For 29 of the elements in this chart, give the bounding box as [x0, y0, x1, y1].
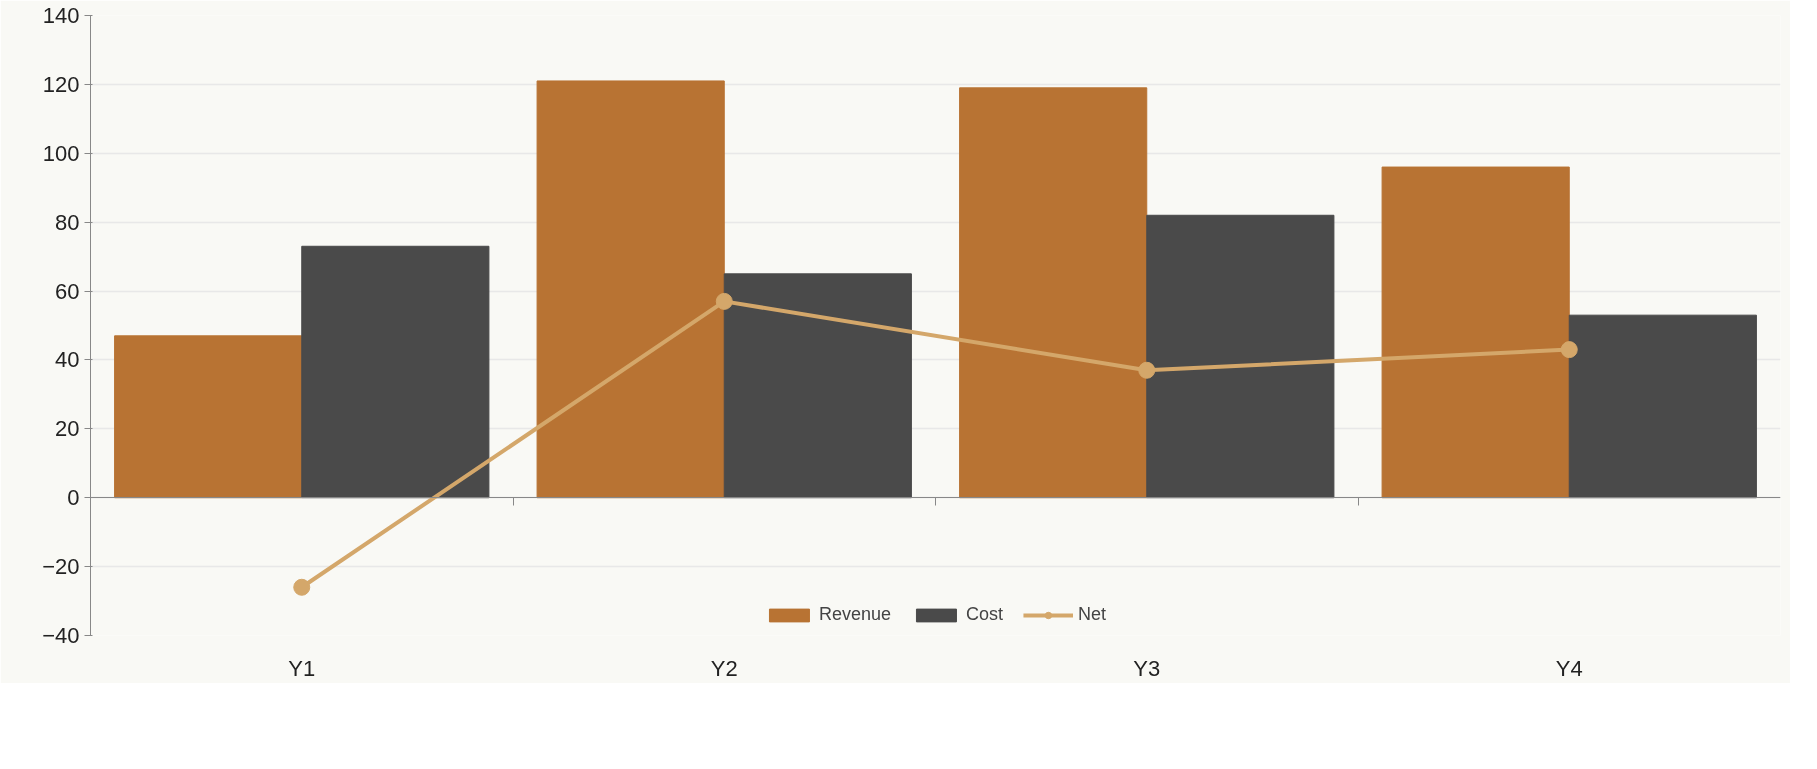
y-tick-label: 60	[55, 278, 80, 304]
bar	[723, 273, 912, 499]
bar	[1568, 314, 1757, 499]
x-tick-label: Y2	[710, 655, 738, 681]
x-tick-label: Y4	[1555, 655, 1583, 681]
y-tick-label: 120	[42, 71, 80, 97]
y-tick-label: 0	[67, 485, 80, 511]
point	[293, 578, 311, 596]
y-tick-label: 100	[42, 140, 80, 166]
bar	[114, 335, 303, 499]
y-tick-label: −20	[42, 554, 80, 580]
legend-label: Revenue	[818, 604, 892, 625]
y-tick-label: 80	[55, 209, 80, 235]
point	[715, 292, 733, 310]
bar	[1381, 166, 1570, 499]
y-tick-label: 20	[55, 416, 80, 442]
point	[1560, 341, 1578, 359]
x-tick-label: Y3	[1133, 655, 1161, 681]
legend-label: Net	[1078, 604, 1107, 625]
x-tick-label: Y1	[288, 655, 316, 681]
bar	[536, 80, 725, 499]
legend-label: Cost	[966, 604, 1004, 625]
bar	[301, 245, 490, 499]
y-tick-label: 140	[42, 3, 80, 28]
bar	[959, 87, 1148, 499]
point	[1138, 361, 1156, 379]
bar	[1146, 214, 1335, 499]
y-tick-label: −40	[42, 623, 80, 648]
y-tick-label: 40	[55, 347, 80, 373]
